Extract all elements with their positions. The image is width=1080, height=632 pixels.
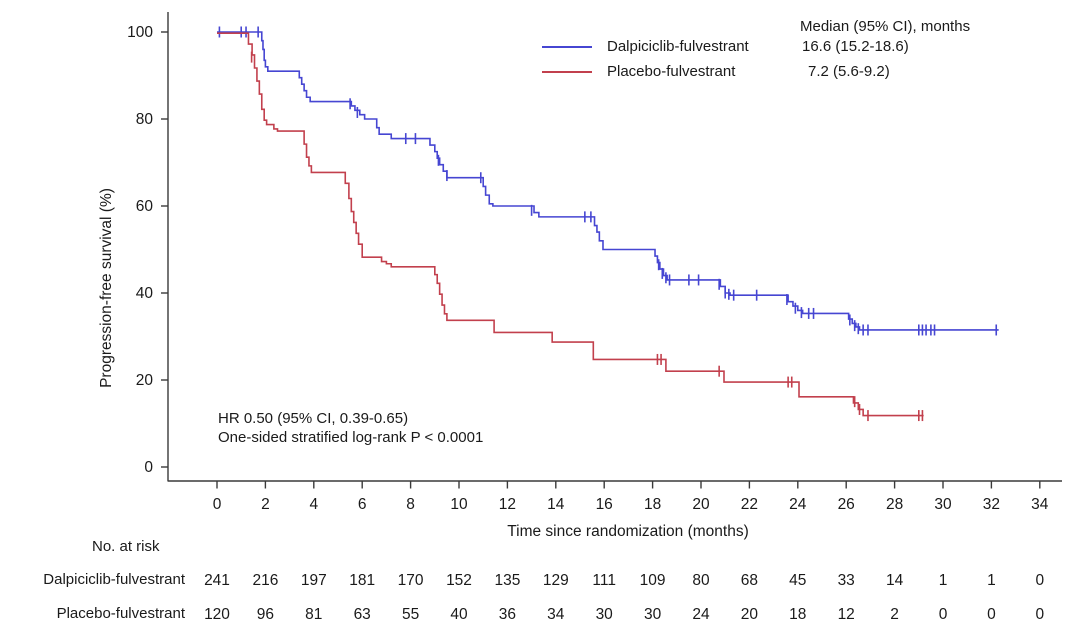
at-risk-count: 55 [402, 606, 419, 623]
at-risk-count: 241 [204, 572, 230, 589]
legend-label-placebo: Placebo-fulvestrant [607, 63, 736, 80]
x-tick-label: 34 [1031, 496, 1049, 513]
at-risk-count: 1 [939, 572, 948, 589]
x-tick-label: 22 [741, 496, 758, 513]
at-risk-row-label-placebo: Placebo-fulvestrant [56, 605, 185, 622]
at-risk-count: 36 [499, 606, 516, 623]
at-risk-count: 0 [1035, 572, 1044, 589]
x-tick-label: 32 [983, 496, 1000, 513]
at-risk-count: 45 [789, 572, 806, 589]
legend-line-placebo-icon [542, 71, 592, 73]
x-tick-label: 16 [596, 496, 613, 513]
at-risk-count: 68 [741, 572, 758, 589]
at-risk-count: 135 [494, 572, 520, 589]
at-risk-count: 30 [644, 606, 662, 623]
x-tick-label: 28 [886, 496, 903, 513]
legend-line-dalpiciclib-icon [542, 46, 592, 48]
at-risk-count: 109 [640, 572, 666, 589]
km-curve-placebo [217, 32, 924, 417]
at-risk-row-label-dalpiciclib: Dalpiciclib-fulvestrant [43, 571, 185, 588]
at-risk-count: 33 [838, 572, 855, 589]
at-risk-count: 129 [543, 572, 569, 589]
at-risk-count: 96 [257, 606, 274, 623]
x-tick-label: 4 [309, 496, 318, 513]
at-risk-count: 216 [252, 572, 278, 589]
x-tick-label: 20 [692, 496, 710, 513]
at-risk-count: 152 [446, 572, 472, 589]
x-tick-label: 2 [261, 496, 270, 513]
x-tick-label: 26 [838, 496, 855, 513]
legend-median-dalpiciclib: 16.6 (15.2-18.6) [802, 38, 909, 55]
at-risk-title: No. at risk [92, 538, 160, 555]
at-risk-count: 120 [204, 606, 230, 623]
legend: Median (95% CI), months Dalpiciclib-fulv… [542, 14, 1022, 89]
at-risk-count: 197 [301, 572, 327, 589]
at-risk-count: 1 [987, 572, 996, 589]
x-axis-title: Time since randomization (months) [507, 523, 749, 540]
at-risk-count: 0 [987, 606, 996, 623]
hr-annotation-line2: One-sided stratified log-rank P < 0.0001 [218, 429, 484, 446]
at-risk-count: 0 [1035, 606, 1044, 623]
at-risk-count: 111 [592, 572, 616, 589]
x-tick-label: 10 [450, 496, 468, 513]
at-risk-count: 170 [398, 572, 424, 589]
x-tick-label: 18 [644, 496, 661, 513]
y-tick-label: 40 [136, 285, 154, 302]
at-risk-count: 20 [741, 606, 759, 623]
at-risk-count: 24 [692, 606, 710, 623]
legend-median-header: Median (95% CI), months [800, 18, 971, 35]
x-tick-label: 30 [934, 496, 952, 513]
at-risk-count: 18 [789, 606, 806, 623]
at-risk-count: 181 [349, 572, 375, 589]
at-risk-count: 0 [939, 606, 948, 623]
y-tick-label: 60 [136, 198, 154, 215]
legend-label-dalpiciclib: Dalpiciclib-fulvestrant [607, 38, 749, 55]
x-tick-label: 14 [547, 496, 565, 513]
hr-annotation-line1: HR 0.50 (95% CI, 0.39-0.65) [218, 410, 409, 427]
at-risk-count: 2 [890, 606, 899, 623]
at-risk-count: 81 [305, 606, 322, 623]
km-curve-dalpiciclib [217, 31, 999, 331]
at-risk-count: 63 [354, 606, 371, 623]
y-tick-label: 80 [136, 111, 154, 128]
legend-median-placebo: 7.2 (5.6-9.2) [808, 63, 890, 80]
at-risk-count: 30 [596, 606, 614, 623]
x-tick-label: 0 [213, 496, 222, 513]
x-tick-label: 8 [406, 496, 415, 513]
y-tick-label: 100 [127, 24, 153, 41]
y-tick-label: 20 [136, 372, 154, 389]
x-tick-label: 12 [499, 496, 516, 513]
x-tick-label: 6 [358, 496, 367, 513]
y-tick-label: 0 [144, 459, 153, 476]
at-risk-count: 80 [692, 572, 710, 589]
at-risk-count: 12 [838, 606, 855, 623]
at-risk-count: 34 [547, 606, 565, 623]
x-tick-label: 24 [789, 496, 807, 513]
at-risk-count: 14 [886, 572, 904, 589]
y-axis-title: Progression-free survival (%) [98, 188, 115, 388]
hr-annotation: HR 0.50 (95% CI, 0.39-0.65) One-sided st… [218, 409, 483, 447]
at-risk-count: 40 [450, 606, 468, 623]
